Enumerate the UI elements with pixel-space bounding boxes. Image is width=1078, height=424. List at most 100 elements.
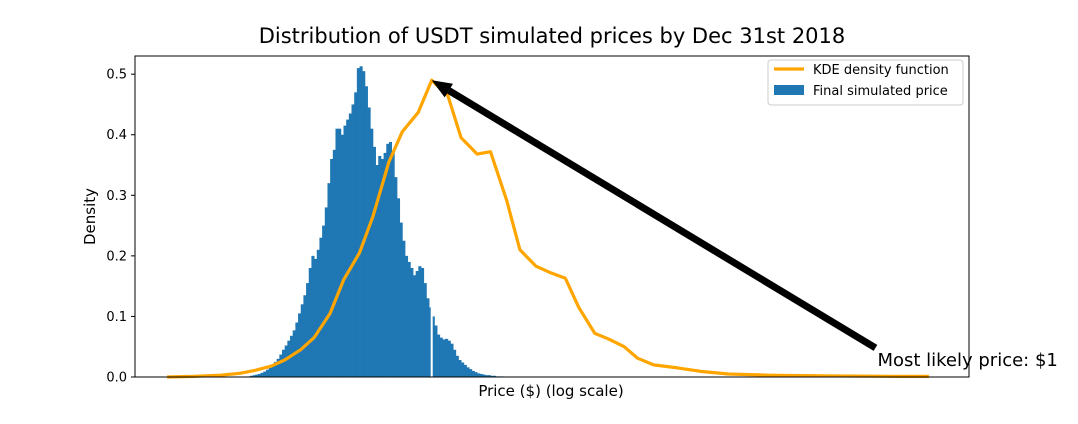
histogram-bar: [402, 240, 406, 377]
annotation-arrow: [447, 87, 878, 351]
x-axis-label: Price ($) (log scale): [478, 382, 623, 400]
histogram-bar: [356, 68, 360, 377]
histogram-bar: [306, 283, 310, 377]
histogram-bar: [423, 283, 427, 377]
histogram-bar: [362, 71, 366, 377]
histogram-bar: [265, 369, 270, 377]
histogram-bar: [447, 340, 451, 377]
histogram-bar: [407, 261, 411, 377]
histogram-bar: [413, 275, 417, 377]
histogram-bar: [410, 267, 414, 377]
histogram-bar: [276, 358, 280, 377]
histogram-bar: [431, 316, 435, 377]
histogram-bar: [263, 371, 267, 377]
y-tick-label: 0.0: [106, 371, 127, 386]
histogram-bar: [394, 177, 398, 377]
histogram-bar: [471, 370, 475, 377]
histogram-bar: [469, 369, 473, 377]
histogram-bar: [399, 222, 403, 377]
histogram-bar: [396, 198, 401, 377]
histogram-bar: [359, 66, 363, 377]
legend-kde-label: KDE density function: [813, 63, 949, 78]
histogram-bar: [487, 375, 491, 377]
histogram-bar: [338, 128, 342, 377]
histogram-bar: [429, 307, 433, 377]
histogram-bar: [316, 249, 320, 377]
histogram-bar: [386, 143, 390, 377]
histogram-bar: [327, 183, 331, 377]
histogram-bar: [458, 360, 462, 377]
histogram-bar: [300, 304, 304, 377]
y-axis-label: Density: [81, 188, 99, 245]
histogram-bar: [391, 152, 395, 377]
histogram-bar: [332, 149, 336, 377]
y-axis-ticks: 0.0 0.1 0.2 0.3 0.4 0.5: [106, 68, 135, 386]
histogram-bar: [453, 349, 457, 377]
histogram-bar: [415, 271, 419, 377]
annotation: Most likely price: $1: [431, 80, 1058, 371]
histogram-bar: [311, 255, 315, 377]
histogram-bar: [257, 373, 262, 377]
kde-line: [167, 78, 929, 379]
histogram-bar: [493, 375, 497, 377]
histogram-bar: [477, 373, 481, 377]
histogram-bar: [485, 375, 489, 377]
histogram-bar: [445, 338, 449, 377]
histogram-bar: [295, 322, 299, 377]
legend-histogram-label: Final simulated price: [813, 84, 948, 99]
histogram-bars: [247, 66, 505, 378]
plot-frame: [134, 55, 970, 378]
histogram-bar: [324, 207, 328, 377]
histogram-bar: [474, 372, 478, 377]
histogram-bar: [372, 146, 376, 377]
histogram-bar: [378, 155, 382, 377]
histogram-bar: [418, 266, 422, 377]
histogram-bar: [490, 375, 494, 377]
histogram-bar: [335, 128, 339, 377]
histogram-bar: [439, 337, 443, 377]
histogram-bar: [314, 258, 318, 377]
histogram-bar: [308, 267, 312, 377]
histogram-bar: [461, 362, 465, 377]
annotation-arrowhead: [431, 80, 453, 98]
legend-box: [767, 59, 964, 106]
histogram-bar: [434, 325, 438, 377]
histogram-bar: [351, 104, 355, 378]
y-tick-label: 0.5: [106, 68, 127, 83]
histogram-bar: [284, 345, 288, 377]
histogram-bar: [303, 295, 307, 377]
histogram-bar: [274, 361, 278, 377]
y-tick-label: 0.1: [106, 310, 127, 325]
histogram-bar: [421, 267, 425, 377]
chart-title: Distribution of USDT simulated prices by…: [259, 24, 846, 48]
histogram-bar: [482, 374, 486, 377]
histogram-bar: [282, 349, 286, 377]
histogram-bar: [383, 152, 387, 377]
histogram-bar: [437, 334, 441, 377]
histogram-bar: [367, 107, 371, 377]
histogram-bar: [343, 125, 347, 377]
histogram-bar: [268, 367, 272, 377]
histogram-bar: [348, 113, 352, 378]
legend: KDE density function Final simulated pri…: [767, 59, 964, 106]
histogram-bar: [442, 339, 446, 377]
histogram-bar: [455, 355, 459, 377]
y-tick-label: 0.4: [106, 128, 127, 143]
histogram-bar: [388, 142, 393, 377]
histogram-bar: [319, 237, 323, 377]
histogram-bar: [255, 374, 259, 377]
histogram-bar: [380, 158, 384, 377]
histogram-bar: [252, 375, 256, 377]
y-tick-label: 0.3: [106, 189, 127, 204]
annotation-text: Most likely price: $1: [877, 350, 1057, 371]
histogram-bar: [330, 158, 334, 377]
histogram-bar: [271, 364, 275, 377]
histogram-bar: [322, 225, 326, 377]
histogram-bar: [249, 375, 254, 377]
histogram-bar: [340, 134, 344, 377]
histogram-bar: [260, 372, 264, 377]
histogram-bar: [426, 298, 430, 377]
histogram-bar: [463, 364, 467, 377]
histogram-bar: [450, 343, 454, 377]
